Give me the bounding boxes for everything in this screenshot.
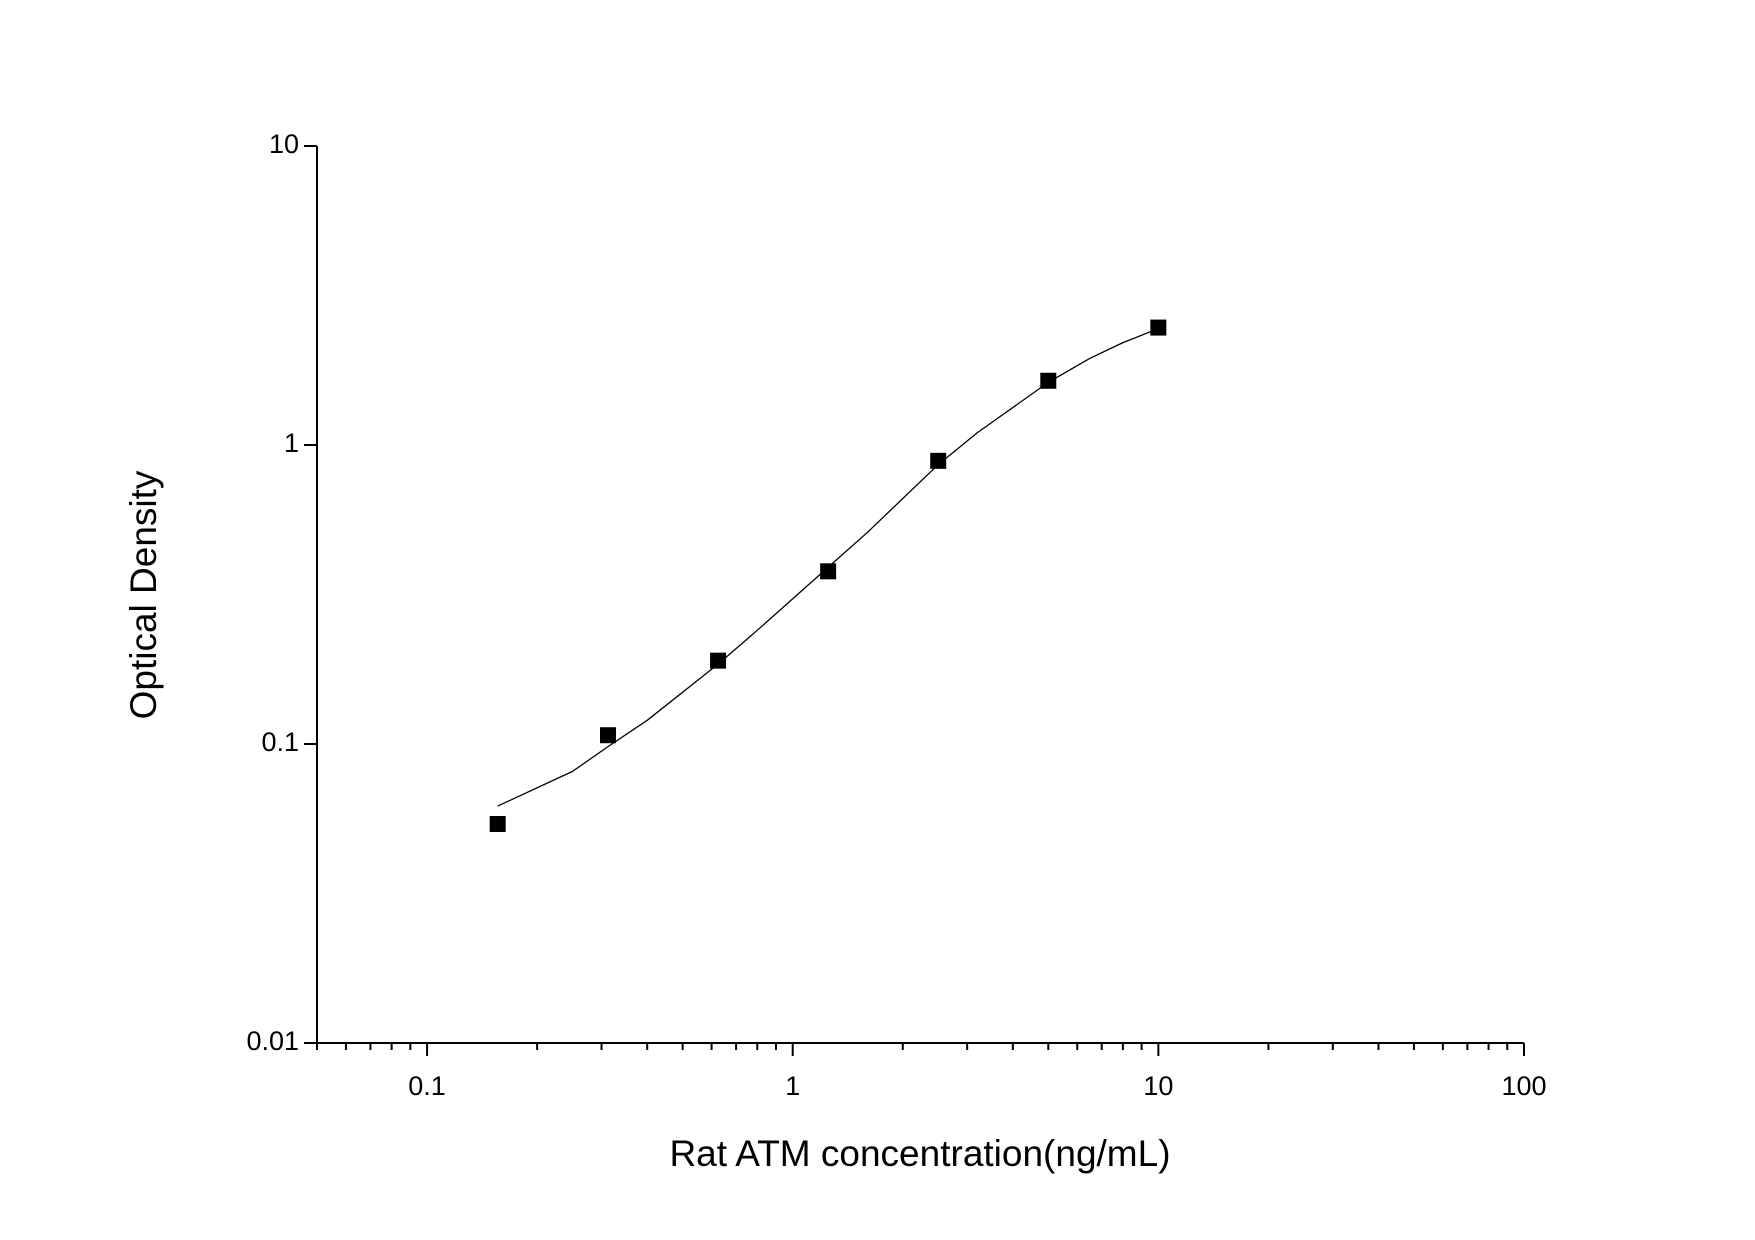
x-tick-label: 10 xyxy=(1143,1071,1173,1101)
y-tick-label: 1 xyxy=(284,428,299,458)
y-axis-title: Optical Density xyxy=(123,470,164,719)
x-tick-label: 0.1 xyxy=(408,1071,446,1101)
y-tick-label: 0.01 xyxy=(246,1026,299,1056)
y-tick-label: 10 xyxy=(269,129,299,159)
data-point xyxy=(820,563,837,580)
x-axis-title: Rat ATM concentration(ng/mL) xyxy=(669,1133,1170,1174)
x-tick-label: 100 xyxy=(1501,1071,1546,1101)
fit-curve xyxy=(497,328,1159,807)
data-point xyxy=(710,652,727,669)
x-tick-label: 1 xyxy=(785,1071,800,1101)
data-point xyxy=(600,727,617,744)
data-point xyxy=(489,816,506,833)
y-tick-label: 0.1 xyxy=(261,727,299,757)
data-point xyxy=(930,452,947,469)
data-point xyxy=(1150,319,1167,336)
